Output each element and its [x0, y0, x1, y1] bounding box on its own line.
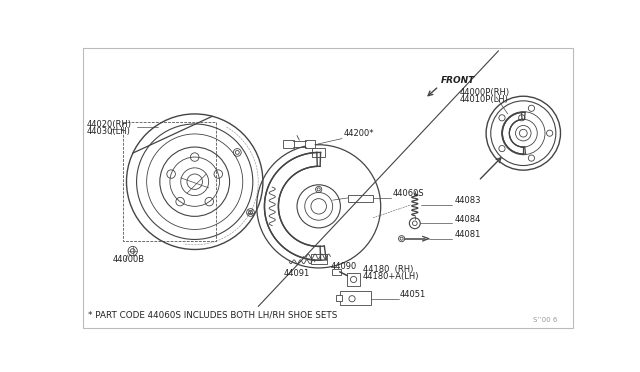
- Bar: [332, 269, 341, 275]
- Text: 44030(LH): 44030(LH): [86, 127, 130, 136]
- Bar: [336, 295, 342, 301]
- Text: S’’00 6: S’’00 6: [533, 317, 557, 323]
- Text: 44200*: 44200*: [344, 129, 374, 138]
- Text: 44000B: 44000B: [113, 255, 145, 264]
- Text: 44020(RH): 44020(RH): [86, 120, 131, 129]
- FancyBboxPatch shape: [310, 254, 327, 264]
- Text: 44090: 44090: [330, 263, 356, 272]
- FancyBboxPatch shape: [312, 148, 325, 157]
- Bar: [348, 195, 373, 202]
- Text: FRONT: FRONT: [440, 76, 475, 85]
- FancyBboxPatch shape: [284, 140, 294, 148]
- Bar: [340, 291, 371, 305]
- Text: 44084: 44084: [454, 215, 481, 224]
- Text: 44180+A(LH): 44180+A(LH): [363, 272, 419, 281]
- Text: 44081: 44081: [454, 230, 481, 239]
- Bar: [348, 273, 360, 286]
- Text: 44000P(RH): 44000P(RH): [460, 88, 510, 97]
- Text: 44091: 44091: [284, 269, 310, 278]
- Text: 44010P(LH): 44010P(LH): [460, 94, 509, 104]
- Text: 44060S: 44060S: [392, 189, 424, 198]
- Bar: [123, 122, 216, 241]
- Text: 44180  (RH): 44180 (RH): [363, 265, 413, 274]
- Text: 44051: 44051: [400, 290, 426, 299]
- Text: * PART CODE 44060S INCLUDES BOTH LH/RH SHOE SETS: * PART CODE 44060S INCLUDES BOTH LH/RH S…: [88, 311, 337, 320]
- FancyBboxPatch shape: [305, 140, 316, 148]
- Text: 44083: 44083: [454, 196, 481, 205]
